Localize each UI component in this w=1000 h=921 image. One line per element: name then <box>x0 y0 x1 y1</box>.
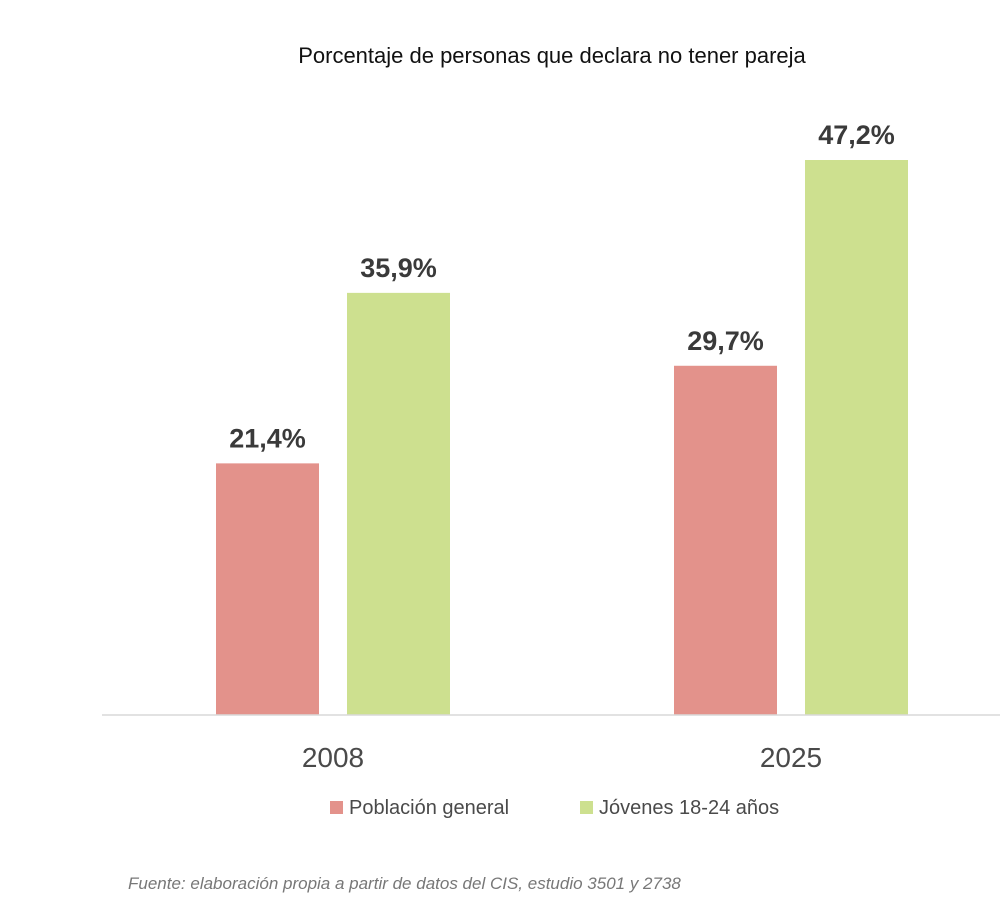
legend: Población general Jóvenes 18-24 años <box>330 797 779 819</box>
legend-label-1: Jóvenes 18-24 años <box>599 797 779 819</box>
source-note: Fuente: elaboración propia a partir de d… <box>128 874 681 893</box>
bar-2008-series-0 <box>216 463 319 715</box>
data-labels-layer: 21,4% 35,9% 29,7% 47,2% <box>229 120 895 453</box>
chart-title: Porcentaje de personas que declara no te… <box>298 43 806 68</box>
data-label-2025-series-0: 29,7% <box>687 326 764 356</box>
bar-2025-series-0 <box>674 365 777 715</box>
data-label-2025-series-1: 47,2% <box>818 120 895 150</box>
data-label-2008-series-0: 21,4% <box>229 423 306 453</box>
category-label-2025: 2025 <box>760 742 822 773</box>
legend-swatch-0 <box>330 801 343 814</box>
legend-label-0: Población general <box>349 797 509 819</box>
legend-swatch-1 <box>580 801 593 814</box>
bars-layer <box>216 160 908 715</box>
bar-2008-series-1 <box>347 292 450 715</box>
category-label-2008: 2008 <box>302 742 364 773</box>
category-labels-layer: 2008 2025 <box>302 742 822 773</box>
bar-2025-series-1 <box>805 160 908 715</box>
data-label-2008-series-1: 35,9% <box>360 253 437 283</box>
